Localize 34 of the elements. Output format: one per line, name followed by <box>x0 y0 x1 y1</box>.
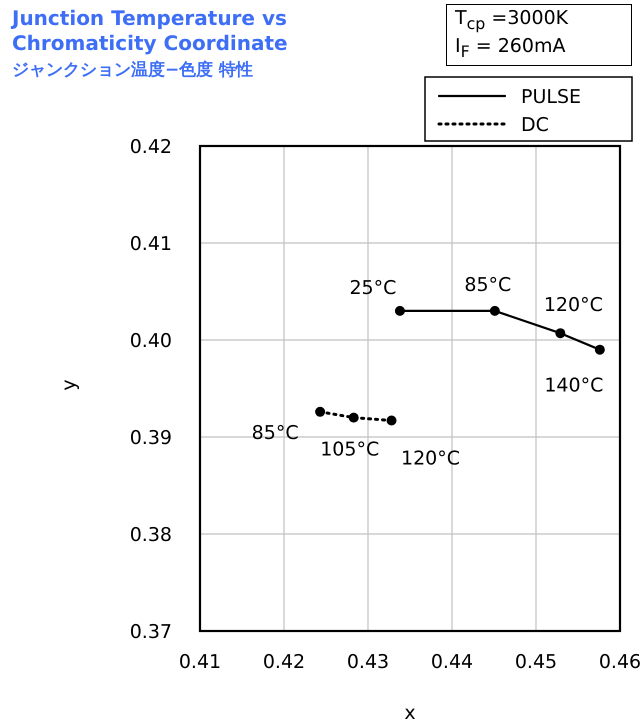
annotation: 140°C <box>544 374 604 397</box>
annotation: 105°C <box>320 438 380 461</box>
x-tick-label: 0.43 <box>346 651 390 673</box>
y-tick-label: 0.37 <box>130 621 172 643</box>
annotation: 85°C <box>252 422 299 444</box>
legend-label: DC <box>521 114 549 136</box>
annotation: 120°C <box>544 294 603 316</box>
chart-title: Junction Temperature vs Chromaticity Coordinate <box>12 6 289 56</box>
y-tick-label: 0.40 <box>130 330 172 352</box>
point <box>348 412 359 423</box>
point <box>386 416 397 426</box>
y-tick-label: 0.39 <box>130 427 172 449</box>
x-tick-label: 0.44 <box>430 651 474 673</box>
point <box>555 328 566 338</box>
x-tick-label: 0.41 <box>178 651 222 673</box>
annotation: 25°C <box>349 276 396 299</box>
y-tick-label: 0.41 <box>130 233 172 255</box>
y-tick-label: 0.38 <box>130 524 172 546</box>
x-tick-label: 0.42 <box>262 651 306 673</box>
x-tick-label: 0.45 <box>514 651 558 673</box>
point <box>594 344 605 355</box>
point <box>315 406 326 417</box>
x-axis-title: x <box>404 702 416 721</box>
annotation: 85°C <box>464 274 512 296</box>
legend-label: PULSE <box>521 86 582 108</box>
text: I$_{F}$ = 260mA <box>455 34 566 63</box>
y-axis-title: y <box>58 379 80 391</box>
y-tick-label: 0.42 <box>130 136 172 158</box>
text: T$_{cp}$ =3000K <box>455 7 570 35</box>
point <box>394 306 405 316</box>
point <box>490 306 500 316</box>
chart-subtitle: ジャンクション温度−色度 特性 <box>12 59 254 81</box>
annotation: 120°C <box>400 448 460 470</box>
x-tick-label: 0.46 <box>598 651 641 673</box>
